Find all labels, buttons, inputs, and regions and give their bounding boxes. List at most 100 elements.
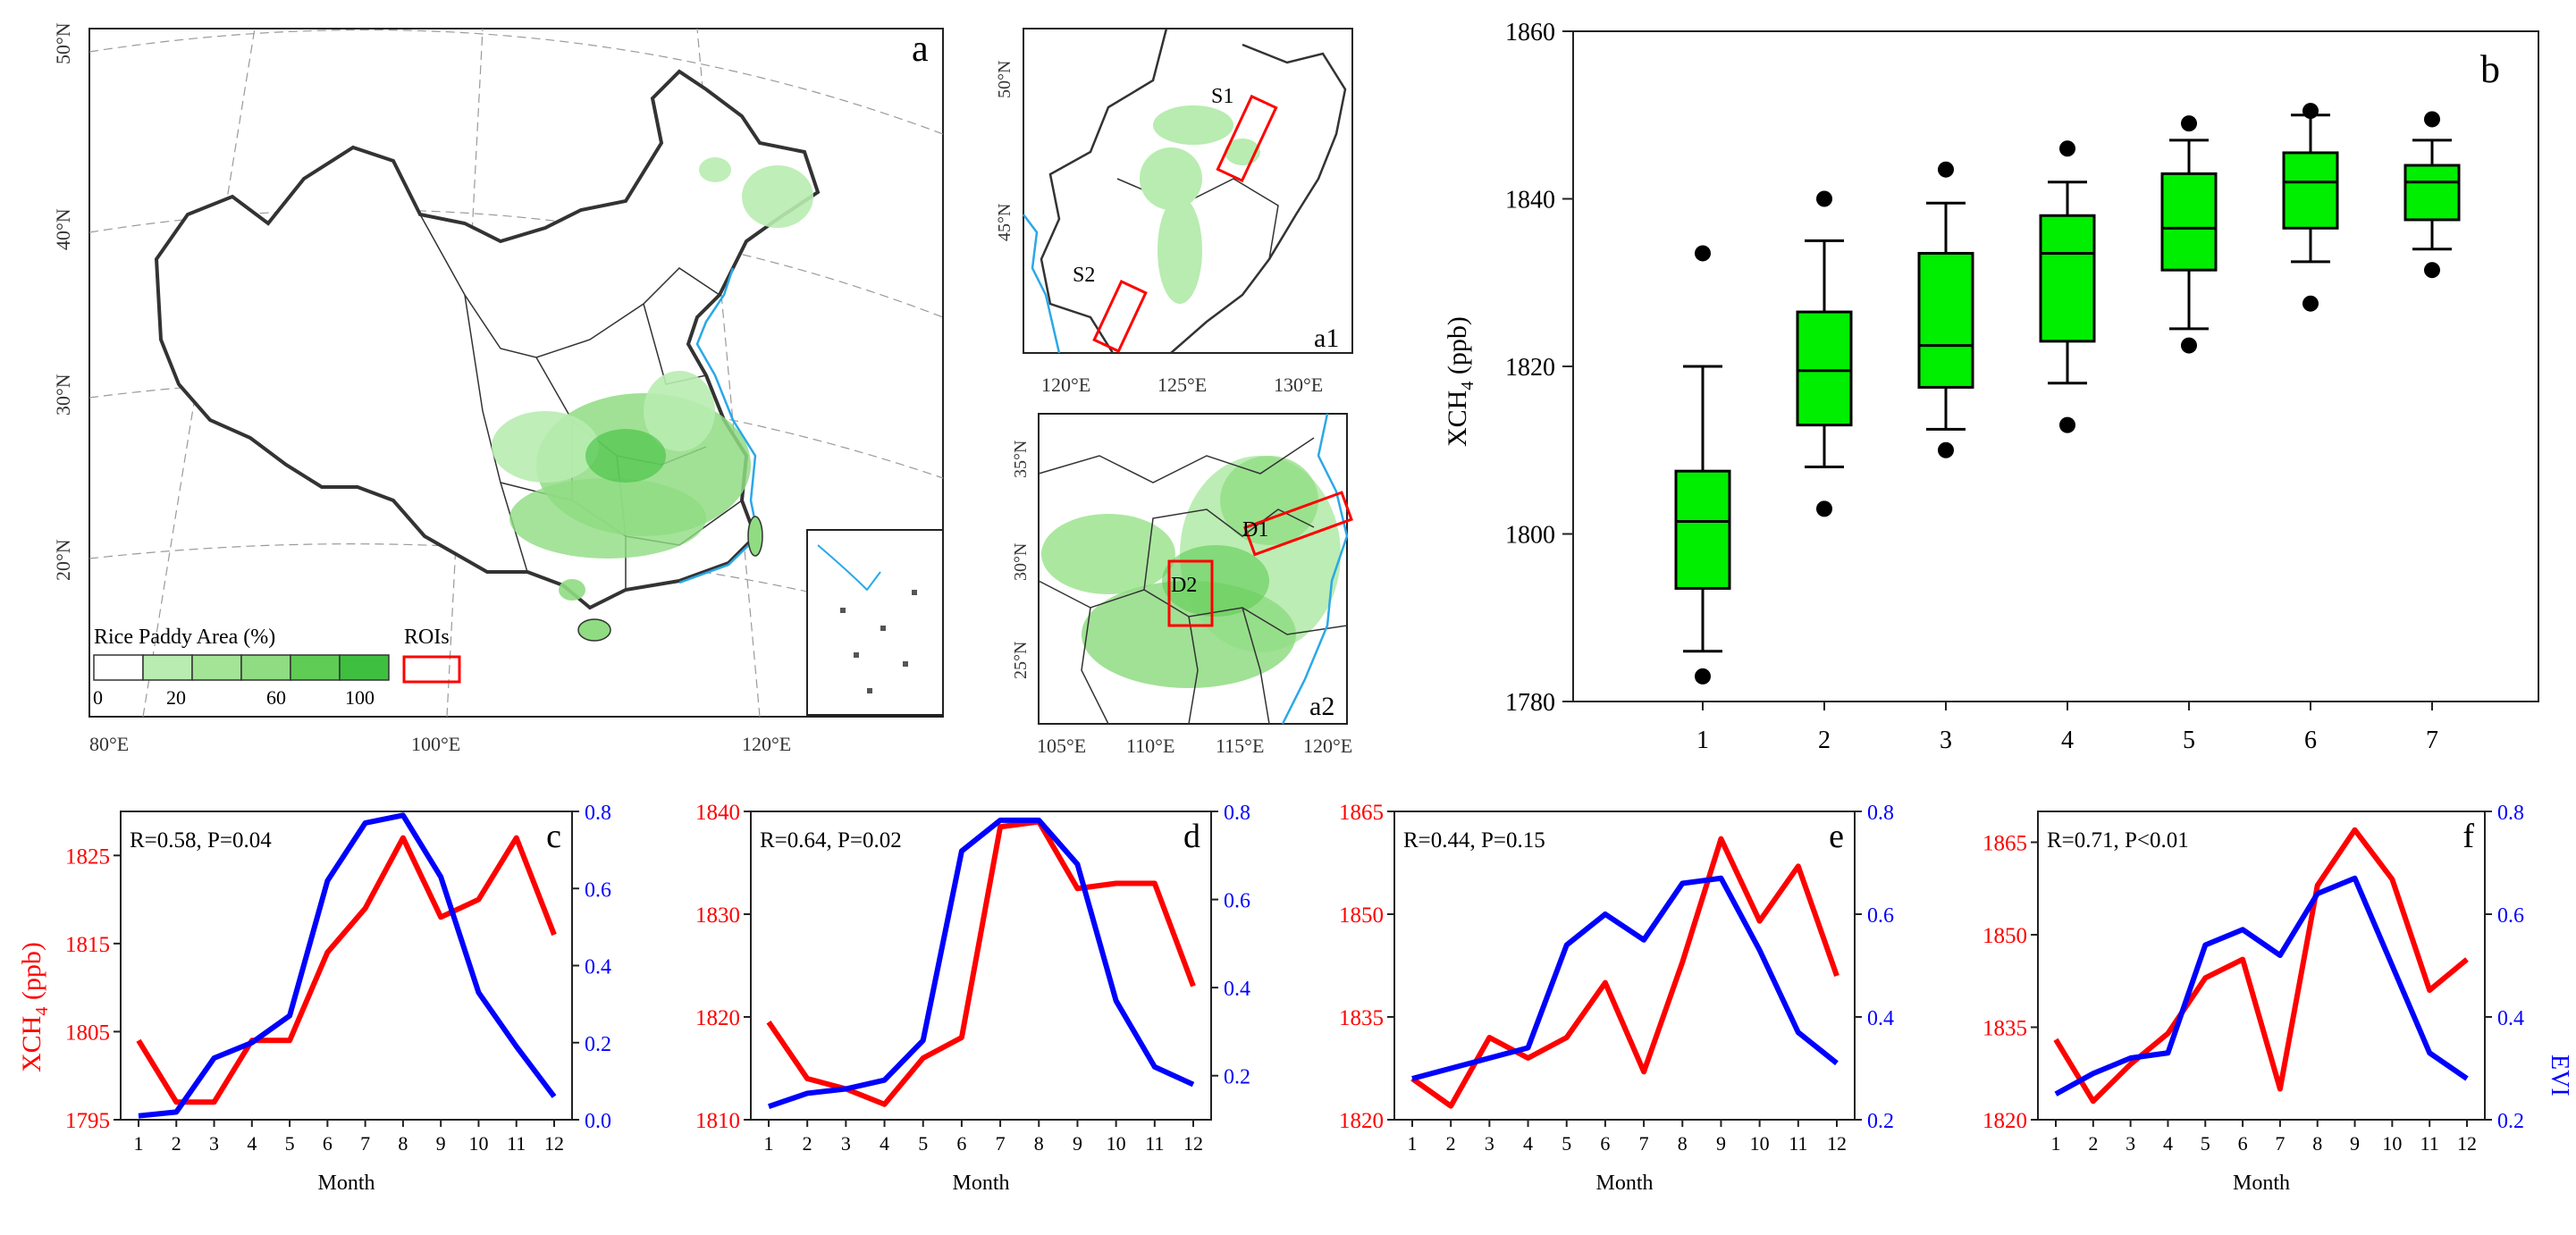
x-tick-label-d-2: 3 bbox=[841, 1132, 851, 1155]
box-4 bbox=[2160, 172, 2218, 272]
x-tick-label-f-6: 7 bbox=[2275, 1132, 2285, 1155]
x-tick-label-e-8: 9 bbox=[1716, 1132, 1726, 1155]
panel-letter-d: d bbox=[1183, 818, 1200, 855]
chart-b-panel: XCH4 (ppb) b 1780 1800 1820 1840 1860 1 2 3 4 5 6 7 bbox=[1412, 0, 2576, 777]
legend-title: Rice Paddy Area (%) bbox=[94, 626, 275, 649]
rice-area bbox=[492, 157, 813, 601]
outlier-1-1 bbox=[1816, 190, 1832, 207]
y-tick-label-1: 1800 bbox=[1505, 522, 1555, 550]
x-tick-label-f-5: 6 bbox=[2238, 1132, 2248, 1155]
x-tick-label-c-7: 8 bbox=[398, 1132, 408, 1155]
series-evi-d bbox=[768, 817, 1195, 1110]
a2-lon-115: 115°E bbox=[1216, 735, 1264, 757]
lon-label-80: 80°E bbox=[89, 733, 129, 755]
x-tick-label-2: 3 bbox=[1940, 727, 1952, 754]
roi-label-d2: D2 bbox=[1171, 574, 1197, 597]
right-tick-label-c-1: 0.2 bbox=[585, 1033, 611, 1056]
right-tick-label-d-3: 0.8 bbox=[1224, 802, 1250, 825]
lat-label-50: 50°N bbox=[52, 22, 74, 64]
a2-province-borders bbox=[1038, 437, 1348, 725]
x-tick-label-c-3: 4 bbox=[247, 1132, 257, 1155]
taiwan bbox=[747, 516, 763, 557]
x-tick-label-d-7: 8 bbox=[1034, 1132, 1044, 1155]
x-tick-label-3: 4 bbox=[2061, 727, 2074, 754]
box-1 bbox=[1796, 310, 1853, 427]
x-tick-label-c-5: 6 bbox=[323, 1132, 333, 1155]
a2-lon-120: 120°E bbox=[1303, 735, 1352, 757]
outlier-0-1 bbox=[1695, 245, 1711, 262]
x-tick-label-e-3: 4 bbox=[1523, 1132, 1533, 1155]
right-tick-label-c-3: 0.6 bbox=[585, 878, 611, 902]
x-tick-label-e-7: 8 bbox=[1678, 1132, 1688, 1155]
panel-letter-a1: a1 bbox=[1314, 323, 1339, 353]
x-tick-label-f-9: 10 bbox=[2382, 1132, 2402, 1155]
x-tick-label-5: 6 bbox=[2304, 727, 2317, 754]
x-tick-label-d-5: 6 bbox=[956, 1132, 966, 1155]
right-tick-label-e-2: 0.6 bbox=[1867, 904, 1894, 928]
chart-b-ylabel: XCH4 (ppb) bbox=[1443, 316, 1477, 447]
left-tick-label-e-2: 1850 bbox=[1339, 903, 1384, 928]
box-0 bbox=[1674, 469, 1731, 590]
legend-roi-swatch bbox=[402, 655, 461, 684]
left-tick-label-f-2: 1850 bbox=[1983, 924, 2027, 948]
map-a1-panel: S1 S2 a1 50°N 45°N 120°E 125°E 130°E bbox=[974, 0, 1368, 402]
a1-lon-120: 120°E bbox=[1041, 374, 1090, 396]
roi-label-s1: S1 bbox=[1211, 85, 1233, 108]
a2-lat-35: 35°N bbox=[1011, 441, 1031, 478]
left-tick-label-e-0: 1820 bbox=[1339, 1109, 1384, 1133]
x-tick-label-c-0: 1 bbox=[134, 1132, 144, 1155]
outlier-4-1 bbox=[2181, 115, 2197, 132]
left-tick-label-c-3: 1825 bbox=[65, 844, 110, 869]
legend-colorbar bbox=[93, 654, 390, 681]
x-tick-label-e-5: 6 bbox=[1600, 1132, 1610, 1155]
left-tick-label-d-0: 1810 bbox=[695, 1109, 740, 1133]
series-xch4-d bbox=[766, 819, 1196, 1107]
x-tick-label-e-2: 3 bbox=[1485, 1132, 1494, 1155]
x-axis-label-d: Month bbox=[952, 1172, 1009, 1195]
chart-f-ylabel-right: EVI bbox=[2546, 1054, 2573, 1096]
a2-lat-30: 30°N bbox=[1011, 543, 1031, 581]
x-tick-label-e-9: 10 bbox=[1750, 1132, 1770, 1155]
outlier-6-1 bbox=[2424, 111, 2440, 128]
map-a-svg: a 50°N 40°N 30°N 20°N 80°E 100°E 120°E R… bbox=[52, 22, 944, 755]
x-tick-label-d-0: 1 bbox=[764, 1132, 774, 1155]
x-tick-label-d-1: 2 bbox=[803, 1132, 812, 1155]
stat-label-e: R=0.44, P=0.15 bbox=[1403, 828, 1545, 853]
x-tick-label-6: 7 bbox=[2426, 727, 2438, 754]
x-tick-label-f-10: 11 bbox=[2420, 1132, 2439, 1155]
x-axis-label-e: Month bbox=[1595, 1172, 1653, 1195]
a1-lon-130: 130°E bbox=[1274, 374, 1323, 396]
right-tick-label-d-2: 0.6 bbox=[1224, 890, 1250, 913]
right-tick-label-f-0: 0.2 bbox=[2497, 1110, 2524, 1133]
left-tick-label-d-3: 1840 bbox=[695, 801, 740, 825]
series-evi-f bbox=[2054, 875, 2469, 1096]
outlier-2-0 bbox=[1938, 441, 1954, 458]
series-xch4-c bbox=[136, 835, 557, 1105]
hainan bbox=[577, 618, 611, 642]
series-xch4-f bbox=[2053, 827, 2469, 1105]
x-tick-label-f-1: 2 bbox=[2088, 1132, 2098, 1155]
lat-label-30: 30°N bbox=[52, 374, 74, 416]
x-tick-label-f-0: 1 bbox=[2051, 1132, 2061, 1155]
south-china-sea-inset bbox=[806, 529, 944, 716]
a1-border-east bbox=[1170, 43, 1347, 354]
x-tick-label-e-4: 5 bbox=[1562, 1132, 1571, 1155]
map-a2-svg: D1 D2 a2 35°N 30°N 25°N 105°E 110°E 115°… bbox=[1011, 413, 1353, 757]
left-tick-label-d-2: 1830 bbox=[695, 903, 740, 928]
left-tick-label-c-2: 1815 bbox=[65, 933, 110, 957]
a1-lat-50: 50°N bbox=[995, 61, 1014, 98]
inset-islands bbox=[840, 590, 917, 693]
right-tick-label-e-0: 0.2 bbox=[1867, 1110, 1894, 1133]
x-axis-label-f: Month bbox=[2233, 1172, 2290, 1195]
panel-letter-a: a bbox=[912, 29, 929, 70]
inset-coast bbox=[817, 544, 881, 592]
outlier-0-0 bbox=[1695, 668, 1711, 685]
x-tick-label-e-10: 11 bbox=[1789, 1132, 1807, 1155]
x-tick-label-4: 5 bbox=[2183, 727, 2195, 754]
y-tick-label-0: 1780 bbox=[1505, 689, 1555, 717]
outlier-5-0 bbox=[2302, 295, 2319, 312]
map-a2-panel: D1 D2 a2 35°N 30°N 25°N 105°E 110°E 115°… bbox=[974, 402, 1376, 777]
lat-label-20: 20°N bbox=[52, 539, 74, 581]
